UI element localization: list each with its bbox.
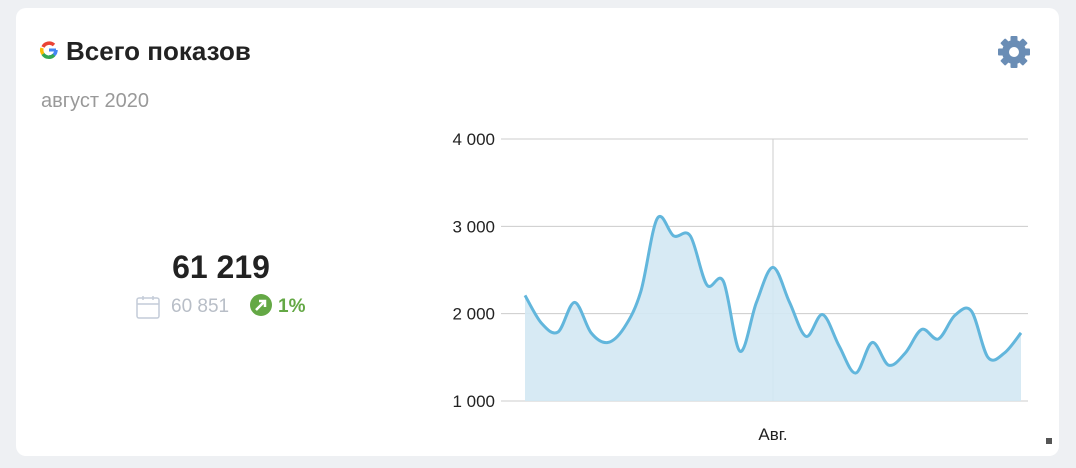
y-tick-label: 4 000 xyxy=(452,130,495,149)
total-value: 61 219 xyxy=(172,249,270,285)
previous-value: 60 851 xyxy=(171,296,229,317)
trend-up-icon xyxy=(250,294,272,316)
y-tick-label: 1 000 xyxy=(452,392,495,411)
x-tick-label: Авг. xyxy=(758,425,787,444)
settings-icon[interactable] xyxy=(998,36,1030,68)
widget-card: Всего показов август 2020 61 219 60 851 … xyxy=(16,8,1059,456)
calendar-icon xyxy=(136,296,160,319)
line xyxy=(523,214,1023,375)
y-tick-label: 2 000 xyxy=(452,305,495,324)
area-fill xyxy=(525,216,1021,401)
google-icon xyxy=(39,41,58,59)
widget-subtitle: август 2020 xyxy=(41,90,149,112)
change-value: 1% xyxy=(278,296,306,317)
widget: Всего показов август 2020 61 219 60 851 … xyxy=(39,36,1052,444)
resize-handle[interactable] xyxy=(1046,438,1052,444)
y-tick-label: 3 000 xyxy=(452,217,495,236)
widget-title: Всего показов xyxy=(66,36,251,66)
